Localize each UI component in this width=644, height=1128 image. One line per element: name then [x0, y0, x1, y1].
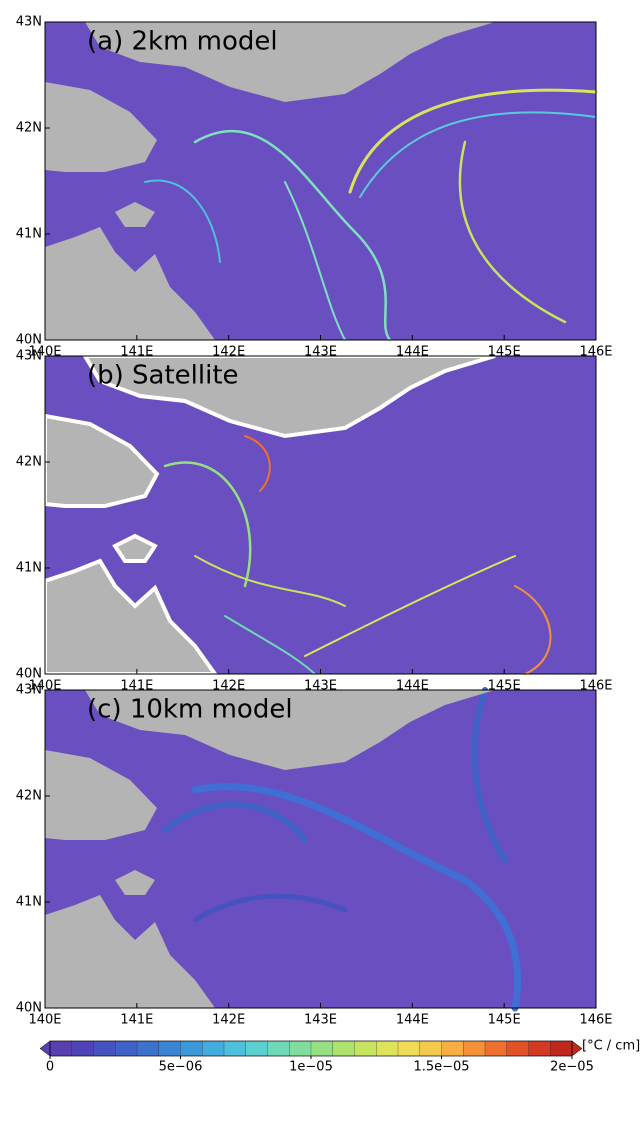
colorbar-segment [333, 1041, 355, 1056]
colorbar-tick-label: 1e−05 [289, 1060, 333, 1075]
colorbar-segment [268, 1041, 290, 1056]
panel-title: (c) 10km model [87, 695, 293, 725]
x-tick-label: 144E [396, 1013, 429, 1028]
x-tick-label: 146E [579, 1013, 612, 1028]
colorbar-segment [159, 1041, 181, 1056]
colorbar-segment [181, 1041, 203, 1056]
colorbar-segment [137, 1041, 159, 1056]
colorbar-segment [311, 1041, 333, 1056]
colorbar-tick-label: 0 [46, 1060, 54, 1075]
colorbar-segment [224, 1041, 246, 1056]
panel-title: (a) 2km model [87, 27, 278, 57]
colorbar-segment [398, 1041, 420, 1056]
colorbar-segment [115, 1041, 137, 1056]
colorbar-tick-label: 5e−06 [159, 1060, 203, 1075]
y-tick-label: 42N [16, 455, 42, 470]
y-tick-label: 43N [16, 683, 42, 698]
colorbar-segment [420, 1041, 442, 1056]
colorbar-segment [529, 1041, 551, 1056]
figure: (a) 2km model140E141E142E143E144E145E146… [0, 0, 644, 1124]
colorbar-over [572, 1041, 582, 1056]
y-tick-label: 41N [16, 227, 42, 242]
y-tick-label: 42N [16, 789, 42, 804]
panel-title: (b) Satellite [87, 361, 239, 391]
y-tick-label: 41N [16, 561, 42, 576]
y-tick-label: 40N [16, 667, 42, 682]
colorbar-tick-label: 1.5e−05 [413, 1060, 469, 1075]
colorbar-segment [72, 1041, 94, 1056]
colorbar-segment [463, 1041, 485, 1056]
colorbar-segment [507, 1041, 529, 1056]
colorbar-segment [202, 1041, 224, 1056]
y-tick-label: 43N [16, 349, 42, 364]
colorbar-under [40, 1041, 50, 1056]
colorbar-segment [550, 1041, 572, 1056]
colorbar-segment [376, 1041, 398, 1056]
y-tick-label: 40N [16, 333, 42, 348]
colorbar: 0 5e−06 1e−05 1.5e−05 2e−05 [°C / cm] [40, 1039, 640, 1075]
colorbar-segment [94, 1041, 116, 1056]
colorbar-unit: [°C / cm] [582, 1039, 640, 1054]
colorbar-segment [50, 1041, 72, 1056]
colorbar-segment [246, 1041, 268, 1056]
y-tick-label: 40N [16, 1001, 42, 1016]
y-tick-label: 41N [16, 895, 42, 910]
page: SST gradient maps {"axes": {"xlim": [140… [0, 0, 644, 1128]
x-tick-label: 142E [212, 1013, 245, 1028]
y-tick-label: 43N [16, 15, 42, 30]
y-tick-label: 42N [16, 121, 42, 136]
colorbar-segment [485, 1041, 507, 1056]
colorbar-segment [442, 1041, 464, 1056]
colorbar-segment [289, 1041, 311, 1056]
x-tick-label: 145E [488, 1013, 521, 1028]
colorbar-segment [355, 1041, 377, 1056]
body: (a) 2km model140E141E142E143E144E145E146… [0, 0, 644, 1128]
x-tick-label: 143E [304, 1013, 337, 1028]
x-tick-label: 141E [120, 1013, 153, 1028]
colorbar-tick-label: 2e−05 [550, 1060, 594, 1075]
